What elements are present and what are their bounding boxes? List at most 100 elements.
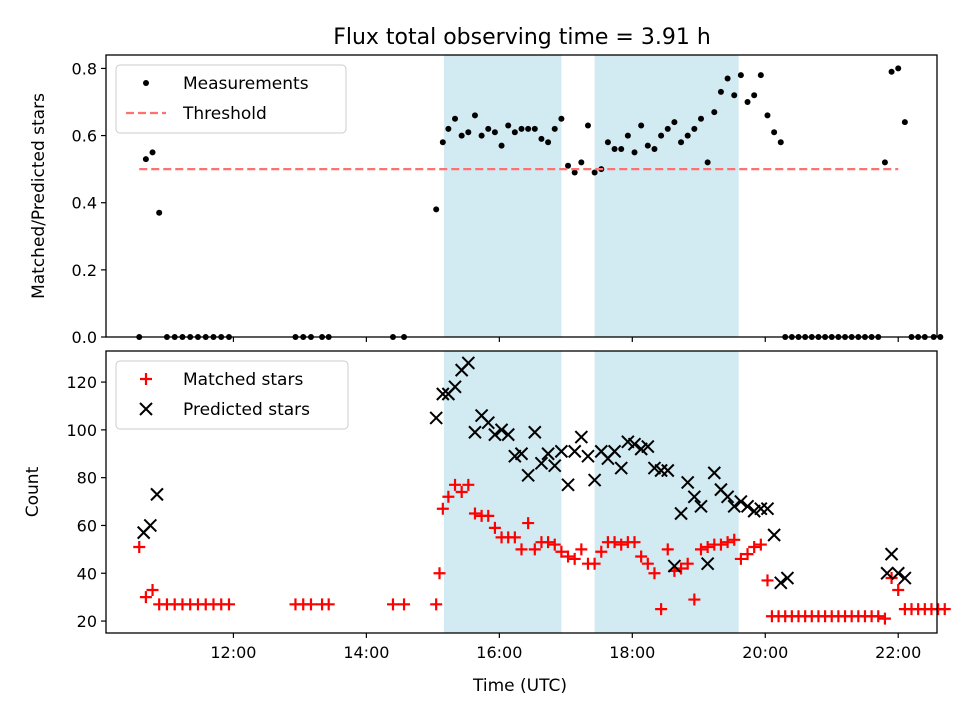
data-point [720,490,735,504]
series-predicted-stars [136,356,912,590]
data-point [607,444,622,459]
data-point [515,543,528,556]
data-point [554,444,569,459]
data-point [461,356,476,370]
data-point [707,466,721,480]
data-point [892,583,905,596]
data-point [678,139,685,146]
data-point [481,415,495,430]
data-point [462,478,475,491]
x-tick-label: 14:00 [343,643,389,662]
data-point [661,463,675,478]
x-tick-label: 18:00 [609,643,655,662]
data-point [133,540,146,553]
data-point [528,425,542,439]
legend: Measurements Threshold [115,64,347,134]
data-point [482,509,495,522]
data-point [468,425,482,439]
data-point [687,490,702,504]
data-point [525,125,532,132]
data-point [143,518,158,533]
data-point [574,430,589,444]
data-point [429,411,443,425]
data-point [595,545,608,558]
data-point [881,159,888,166]
data-point [757,72,764,79]
data-point [522,517,535,530]
data-point [697,115,704,122]
data-point [558,115,565,122]
chart-title: Flux total observing time = 3.91 h [333,25,711,50]
data-point [658,132,665,139]
y-tick-label: 20 [77,612,97,631]
bottom-panel: 12:00 14:00 16:00 18:00 20:00 22:00 20 40 60 80 10… [23,350,951,662]
data-point [624,132,631,139]
data-point [505,122,512,129]
x-tick-label: 22:00 [875,643,921,662]
data-point [491,129,498,136]
data-point [542,536,555,549]
observing-window-1 [443,55,562,337]
data-point [901,119,908,126]
data-point [498,142,505,149]
data-point [724,75,731,82]
data-point [701,540,714,553]
data-point [149,149,156,156]
data-point [631,149,638,156]
data-point [436,387,450,401]
data-point [740,499,755,514]
data-point [764,112,771,119]
data-point [644,142,651,149]
data-point [618,146,625,152]
y-tick-label: 60 [77,516,97,535]
data-point [156,209,163,216]
data-point [714,538,727,551]
legend-label: Threshold [182,104,267,124]
data-point [139,591,152,604]
data-point [681,557,694,570]
data-point [555,545,568,558]
data-point [442,490,455,503]
data-point [465,129,472,136]
x-tick-label: 12:00 [210,643,256,662]
data-point [728,533,741,546]
legend-box [115,64,347,134]
data-point [780,571,795,585]
data-point [734,494,748,509]
data-point [575,543,588,556]
data-point [694,543,707,556]
data-point [604,139,611,146]
data-point [433,206,440,213]
data-point [664,125,671,132]
x-axis-label: Time (UTC) [472,676,567,696]
x-tick-label: 16:00 [476,643,522,662]
data-point [468,507,481,520]
y-axis-label: Count [23,466,43,517]
legend-marker-plus [140,373,152,385]
data-point [872,610,885,623]
data-point [727,499,741,514]
y-tick-label: 40 [77,564,97,583]
data-point [884,547,899,561]
series-matched-stars [133,478,951,625]
data-point [767,528,781,542]
data-point [628,536,641,549]
data-point [667,559,682,573]
series-measurements [136,65,944,340]
data-point [449,478,462,491]
data-point [938,603,951,616]
legend-marker-x [139,402,153,416]
data-point [611,146,618,152]
data-point [448,380,462,394]
data-point [627,437,642,451]
data-point [146,583,159,596]
data-point [651,146,658,152]
data-point [878,612,891,625]
data-point [445,125,452,132]
data-point [565,162,572,169]
data-point [561,478,575,492]
data-point [641,557,654,570]
y-tick-label: 100 [66,421,97,440]
data-point [538,135,545,142]
axes-frame [105,350,938,634]
